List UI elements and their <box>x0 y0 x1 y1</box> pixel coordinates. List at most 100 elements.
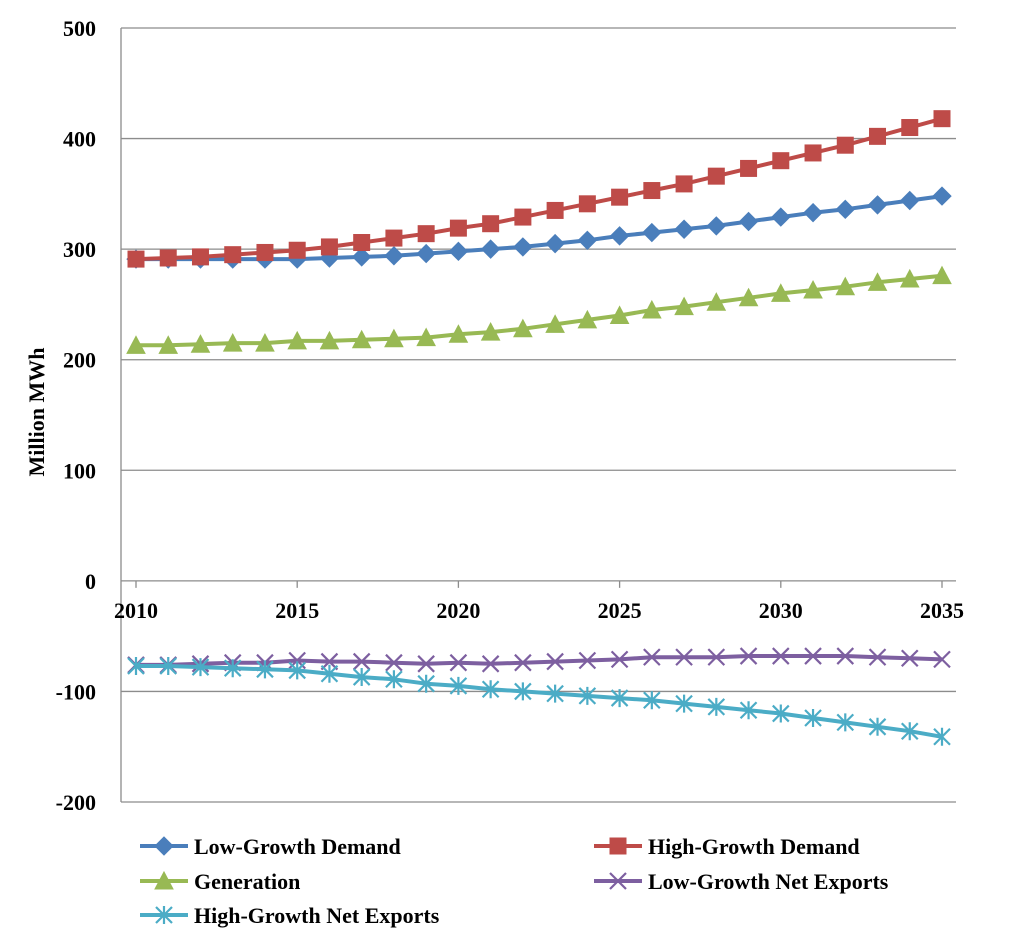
legend-label: Generation <box>194 869 300 894</box>
data-point <box>288 241 306 259</box>
series-line-generation <box>136 273 943 348</box>
data-point <box>385 653 403 672</box>
data-point <box>771 207 791 227</box>
data-point <box>932 265 952 285</box>
data-point <box>351 329 372 349</box>
data-point <box>256 243 274 261</box>
data-point <box>835 199 855 220</box>
series-line-low-growth-net-exports <box>136 654 943 667</box>
data-point <box>480 239 501 259</box>
data-point <box>449 676 468 695</box>
data-point <box>675 175 693 193</box>
legend-item: Low-Growth Net Exports <box>594 869 889 894</box>
data-point <box>772 704 790 723</box>
data-point <box>772 152 790 170</box>
data-point <box>384 246 404 266</box>
series-high-growth-demand <box>127 110 951 268</box>
data-point <box>255 333 275 352</box>
data-point <box>643 691 661 710</box>
data-point <box>320 238 338 256</box>
data-point <box>900 722 919 741</box>
data-point <box>933 110 951 128</box>
data-point <box>514 682 532 701</box>
y-tick-label: 0 <box>85 569 96 594</box>
data-point <box>352 652 371 671</box>
data-point <box>932 186 952 206</box>
x-tick-label: 2010 <box>114 598 158 623</box>
data-point <box>449 653 468 672</box>
data-point <box>545 233 565 254</box>
y-tick-label: -100 <box>56 679 96 704</box>
data-point <box>578 686 597 705</box>
data-point <box>675 648 693 666</box>
data-point <box>706 216 727 236</box>
data-point <box>481 655 500 673</box>
data-point <box>643 182 661 200</box>
data-point <box>191 658 210 677</box>
legend: Low-Growth Demand High-Growth Demand Gener… <box>140 834 889 928</box>
data-point <box>385 229 403 247</box>
data-point <box>643 648 661 666</box>
data-point <box>416 243 436 264</box>
data-point <box>351 247 372 267</box>
data-point <box>417 225 435 243</box>
data-point <box>224 246 242 264</box>
data-point <box>578 195 596 213</box>
data-point <box>159 656 178 675</box>
data-point <box>577 230 598 251</box>
x-tick-label: 2030 <box>759 598 803 623</box>
data-point <box>803 279 823 299</box>
data-point <box>514 208 532 226</box>
legend-label: High-Growth Demand <box>648 834 860 859</box>
y-tick-label: 100 <box>63 458 96 483</box>
data-point <box>804 708 822 727</box>
data-point <box>352 668 371 687</box>
data-point <box>803 202 823 223</box>
data-point <box>739 647 758 665</box>
data-point <box>642 222 662 243</box>
y-axis-title: Million MWh <box>24 348 49 477</box>
data-point <box>609 305 630 324</box>
series-generation <box>126 265 952 354</box>
data-point <box>674 296 694 316</box>
data-point <box>384 328 404 348</box>
data-point <box>353 234 371 252</box>
data-point <box>610 650 629 669</box>
data-point <box>867 272 888 291</box>
data-point <box>738 287 759 307</box>
data-point <box>738 211 759 232</box>
data-point <box>577 309 598 329</box>
legend-item: High-Growth Net Exports <box>140 903 440 928</box>
legend-marker <box>609 837 627 855</box>
data-point <box>159 249 177 267</box>
data-point <box>416 327 436 347</box>
y-tick-label: -200 <box>56 790 96 815</box>
data-point <box>546 652 564 671</box>
data-point <box>707 648 726 666</box>
legend-item: Generation <box>140 869 300 894</box>
legend-item: Low-Growth Demand <box>140 834 401 859</box>
legend-label: High-Growth Net Exports <box>194 903 440 928</box>
data-point <box>482 215 500 233</box>
tick-labels: 500 400 300 200 100 0 -100 -200 2010 2015 2020 2025… <box>56 16 964 815</box>
legend-marker <box>609 872 627 890</box>
data-point <box>127 656 145 675</box>
data-point <box>899 268 920 288</box>
data-point <box>836 647 855 665</box>
data-point <box>545 314 565 333</box>
data-point <box>675 694 693 713</box>
axes <box>120 28 956 802</box>
data-point <box>514 653 532 672</box>
data-point <box>126 335 146 354</box>
y-tick-label: 300 <box>63 237 96 262</box>
y-tick-label: 500 <box>63 16 96 41</box>
data-point <box>900 190 920 211</box>
legend-marker <box>154 870 174 890</box>
y-tick-label: 200 <box>63 348 96 373</box>
data-point <box>480 322 501 341</box>
data-point <box>127 250 145 268</box>
data-point <box>770 283 791 302</box>
data-point <box>190 334 211 353</box>
data-point <box>320 664 339 683</box>
data-point <box>513 237 533 257</box>
